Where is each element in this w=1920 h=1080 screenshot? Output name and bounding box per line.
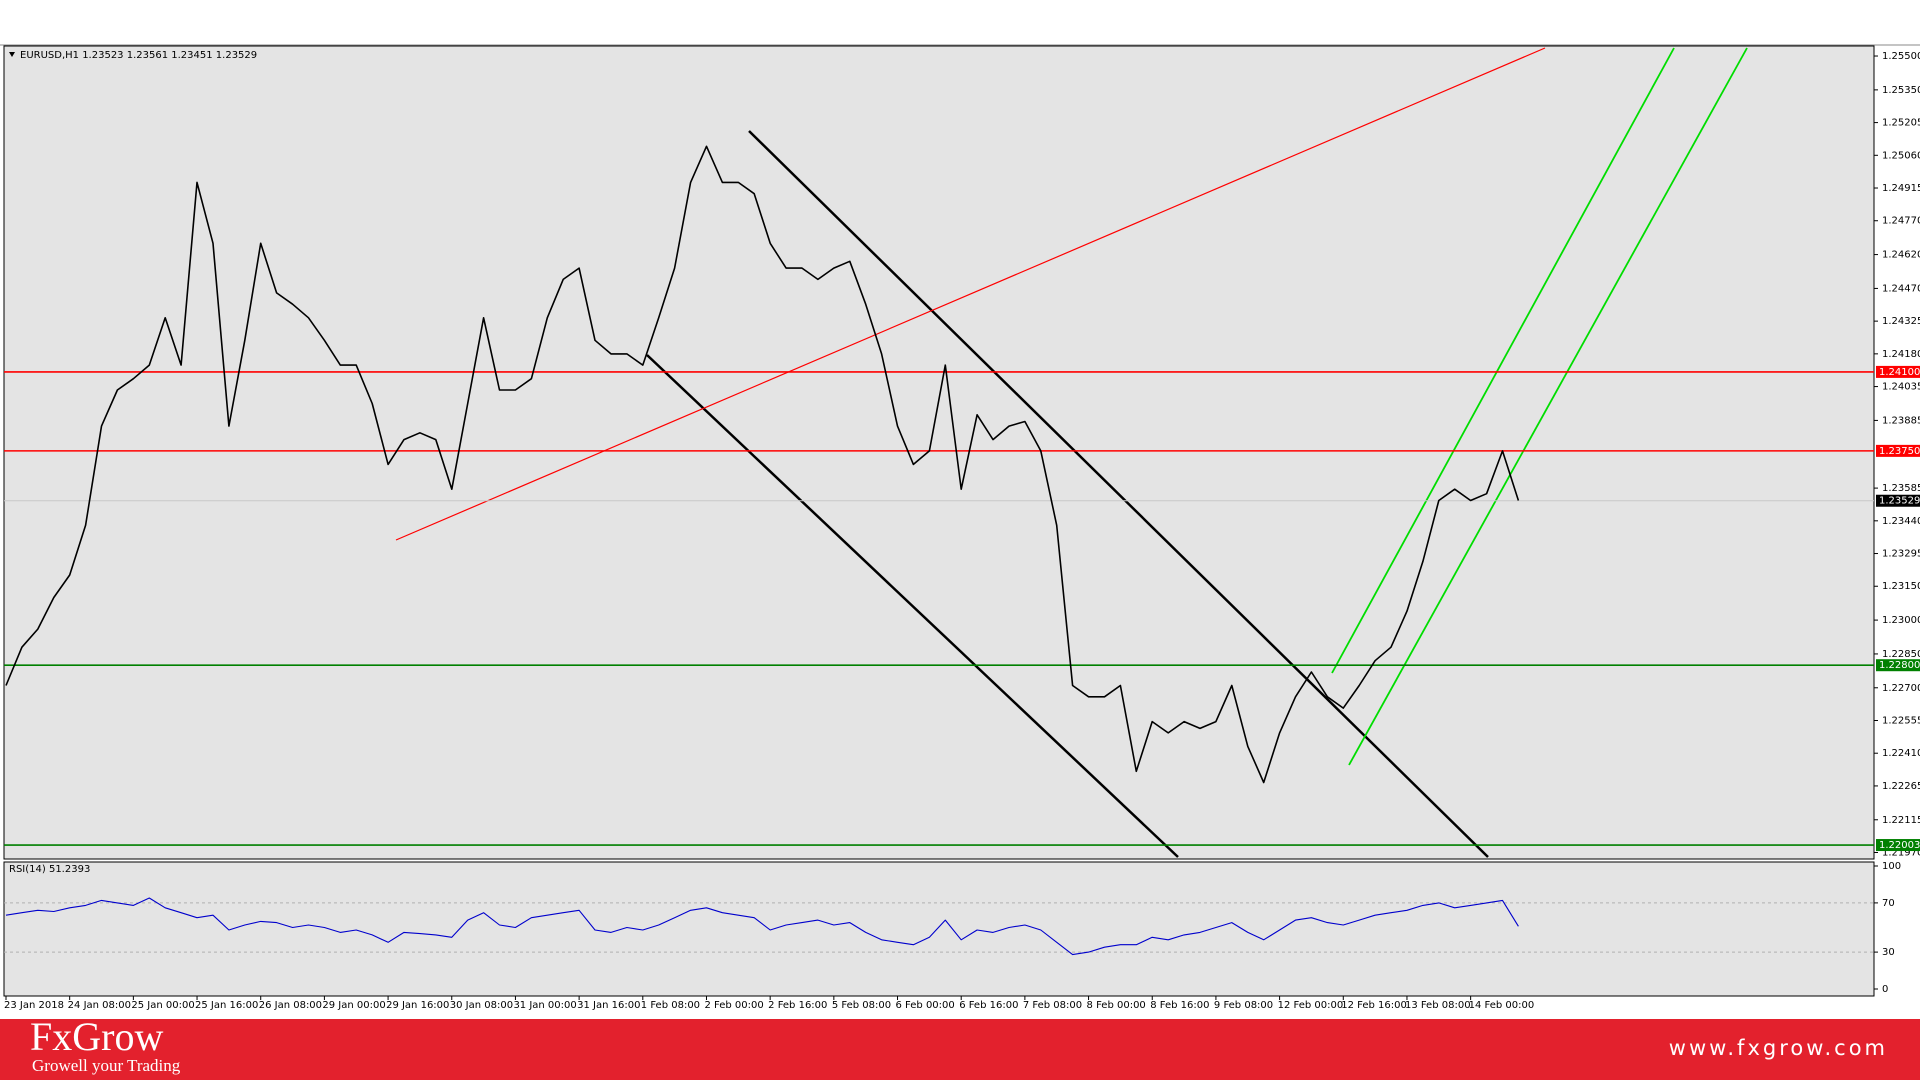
- y-tick-label: 0: [1882, 984, 1888, 995]
- y-tick-label: 1.25350: [1882, 85, 1920, 96]
- x-tick-label: 6 Feb 16:00: [959, 1000, 1018, 1011]
- y-tick-label: 1.24325: [1882, 316, 1920, 327]
- y-tick-label: 1.24035: [1882, 382, 1920, 393]
- series-line: [5, 145, 1520, 784]
- trendline: [646, 354, 1179, 858]
- symbol-info: EURUSD,H1 1.23523 1.23561 1.23451 1.2352…: [20, 50, 257, 61]
- y-tick-label: 1.23295: [1882, 549, 1920, 560]
- trendline: [1331, 47, 1675, 674]
- x-tick-label: 1 Feb 08:00: [641, 1000, 700, 1011]
- level-box: [1876, 494, 1920, 507]
- x-tick-label: 25 Jan 00:00: [131, 1000, 194, 1011]
- level-label: 1.23750: [1879, 446, 1920, 457]
- x-tick-label: 8 Feb 00:00: [1087, 1000, 1146, 1011]
- level-label: 1.22800: [1879, 660, 1920, 671]
- y-tick-label: 1.22700: [1882, 683, 1920, 694]
- x-tick-label: 14 Feb 00:00: [1469, 1000, 1535, 1011]
- x-tick-label: 13 Feb 08:00: [1405, 1000, 1471, 1011]
- y-tick-label: 1.24915: [1882, 183, 1920, 194]
- series-line: [5, 897, 1519, 956]
- y-tick-label: 1.22850: [1882, 649, 1920, 660]
- x-tick-label: 26 Jan 08:00: [259, 1000, 322, 1011]
- level-box: [1876, 659, 1920, 672]
- footer-url[interactable]: www.fxgrow.com: [1669, 1036, 1888, 1060]
- y-tick-label: 1.21970: [1882, 847, 1920, 858]
- trendline: [395, 47, 1546, 541]
- x-tick-label: 2 Feb 16:00: [768, 1000, 827, 1011]
- x-tick-label: 29 Jan 16:00: [386, 1000, 449, 1011]
- y-tick-label: 30: [1882, 947, 1895, 958]
- y-tick-label: 1.25500: [1882, 51, 1920, 62]
- footer-tagline: Growell your Trading: [32, 1056, 181, 1075]
- y-tick-label: 1.24620: [1882, 250, 1920, 261]
- y-tick-label: 1.22265: [1882, 781, 1920, 792]
- rsi-panel: [3, 861, 1875, 997]
- level-label: 1.22003: [1879, 840, 1920, 851]
- trendlines: [395, 47, 1748, 858]
- y-tick-label: 1.22555: [1882, 715, 1920, 726]
- x-tick-label: 7 Feb 08:00: [1023, 1000, 1082, 1011]
- y-tick-label: 70: [1882, 898, 1895, 909]
- y-tick-label: 1.23885: [1882, 415, 1920, 426]
- level-box: [1876, 365, 1920, 378]
- x-tick-label: 23 Jan 2018: [4, 1000, 64, 1011]
- x-tick-label: 6 Feb 00:00: [896, 1000, 955, 1011]
- level-box: [1876, 839, 1920, 852]
- y-tick-label: 1.22115: [1882, 815, 1920, 826]
- y-tick-label: 100: [1882, 861, 1901, 872]
- y-tick-label: 1.23000: [1882, 615, 1920, 626]
- x-tick-label: 25 Jan 16:00: [195, 1000, 258, 1011]
- rsi-title: RSI(14) 51.2393: [9, 864, 90, 875]
- x-tick-label: 12 Feb 16:00: [1341, 1000, 1407, 1011]
- menu-arrow[interactable]: [9, 52, 15, 57]
- x-tick-label: 31 Jan 16:00: [577, 1000, 640, 1011]
- x-tick-label: 24 Jan 08:00: [68, 1000, 131, 1011]
- y-tick-label: 1.23440: [1882, 516, 1920, 527]
- x-tick-label: 12 Feb 00:00: [1278, 1000, 1344, 1011]
- x-tick-label: 8 Feb 16:00: [1150, 1000, 1209, 1011]
- level-label: 1.24100: [1879, 367, 1920, 378]
- x-tick-label: 29 Jan 00:00: [322, 1000, 385, 1011]
- y-tick-label: 1.24770: [1882, 216, 1920, 227]
- x-tick-label: 2 Feb 00:00: [704, 1000, 763, 1011]
- footer-brand: FxGrow: [30, 1014, 163, 1059]
- level-label: 1.23529: [1879, 496, 1920, 507]
- x-tick-label: 30 Jan 08:00: [450, 1000, 513, 1011]
- x-tick-label: 9 Feb 08:00: [1214, 1000, 1273, 1011]
- y-tick-label: 1.24180: [1882, 349, 1920, 360]
- plot-layer: 1.25500 1.25350 1.25205 1.25060 1.24915 1.247…: [4, 51, 1920, 1011]
- x-tick-label: 31 Jan 00:00: [513, 1000, 576, 1011]
- trendline: [1348, 47, 1748, 766]
- y-tick-label: 1.22410: [1882, 748, 1920, 759]
- y-tick-label: 1.25060: [1882, 150, 1920, 161]
- main-panel: [3, 45, 1875, 860]
- level-box: [1876, 444, 1920, 457]
- y-tick-label: 1.23585: [1882, 483, 1920, 494]
- y-tick-label: 1.23150: [1882, 581, 1920, 592]
- y-tick-label: 1.24470: [1882, 283, 1920, 294]
- x-tick-label: 5 Feb 08:00: [832, 1000, 891, 1011]
- footer-band: [0, 1019, 1920, 1080]
- y-tick-label: 1.25205: [1882, 118, 1920, 129]
